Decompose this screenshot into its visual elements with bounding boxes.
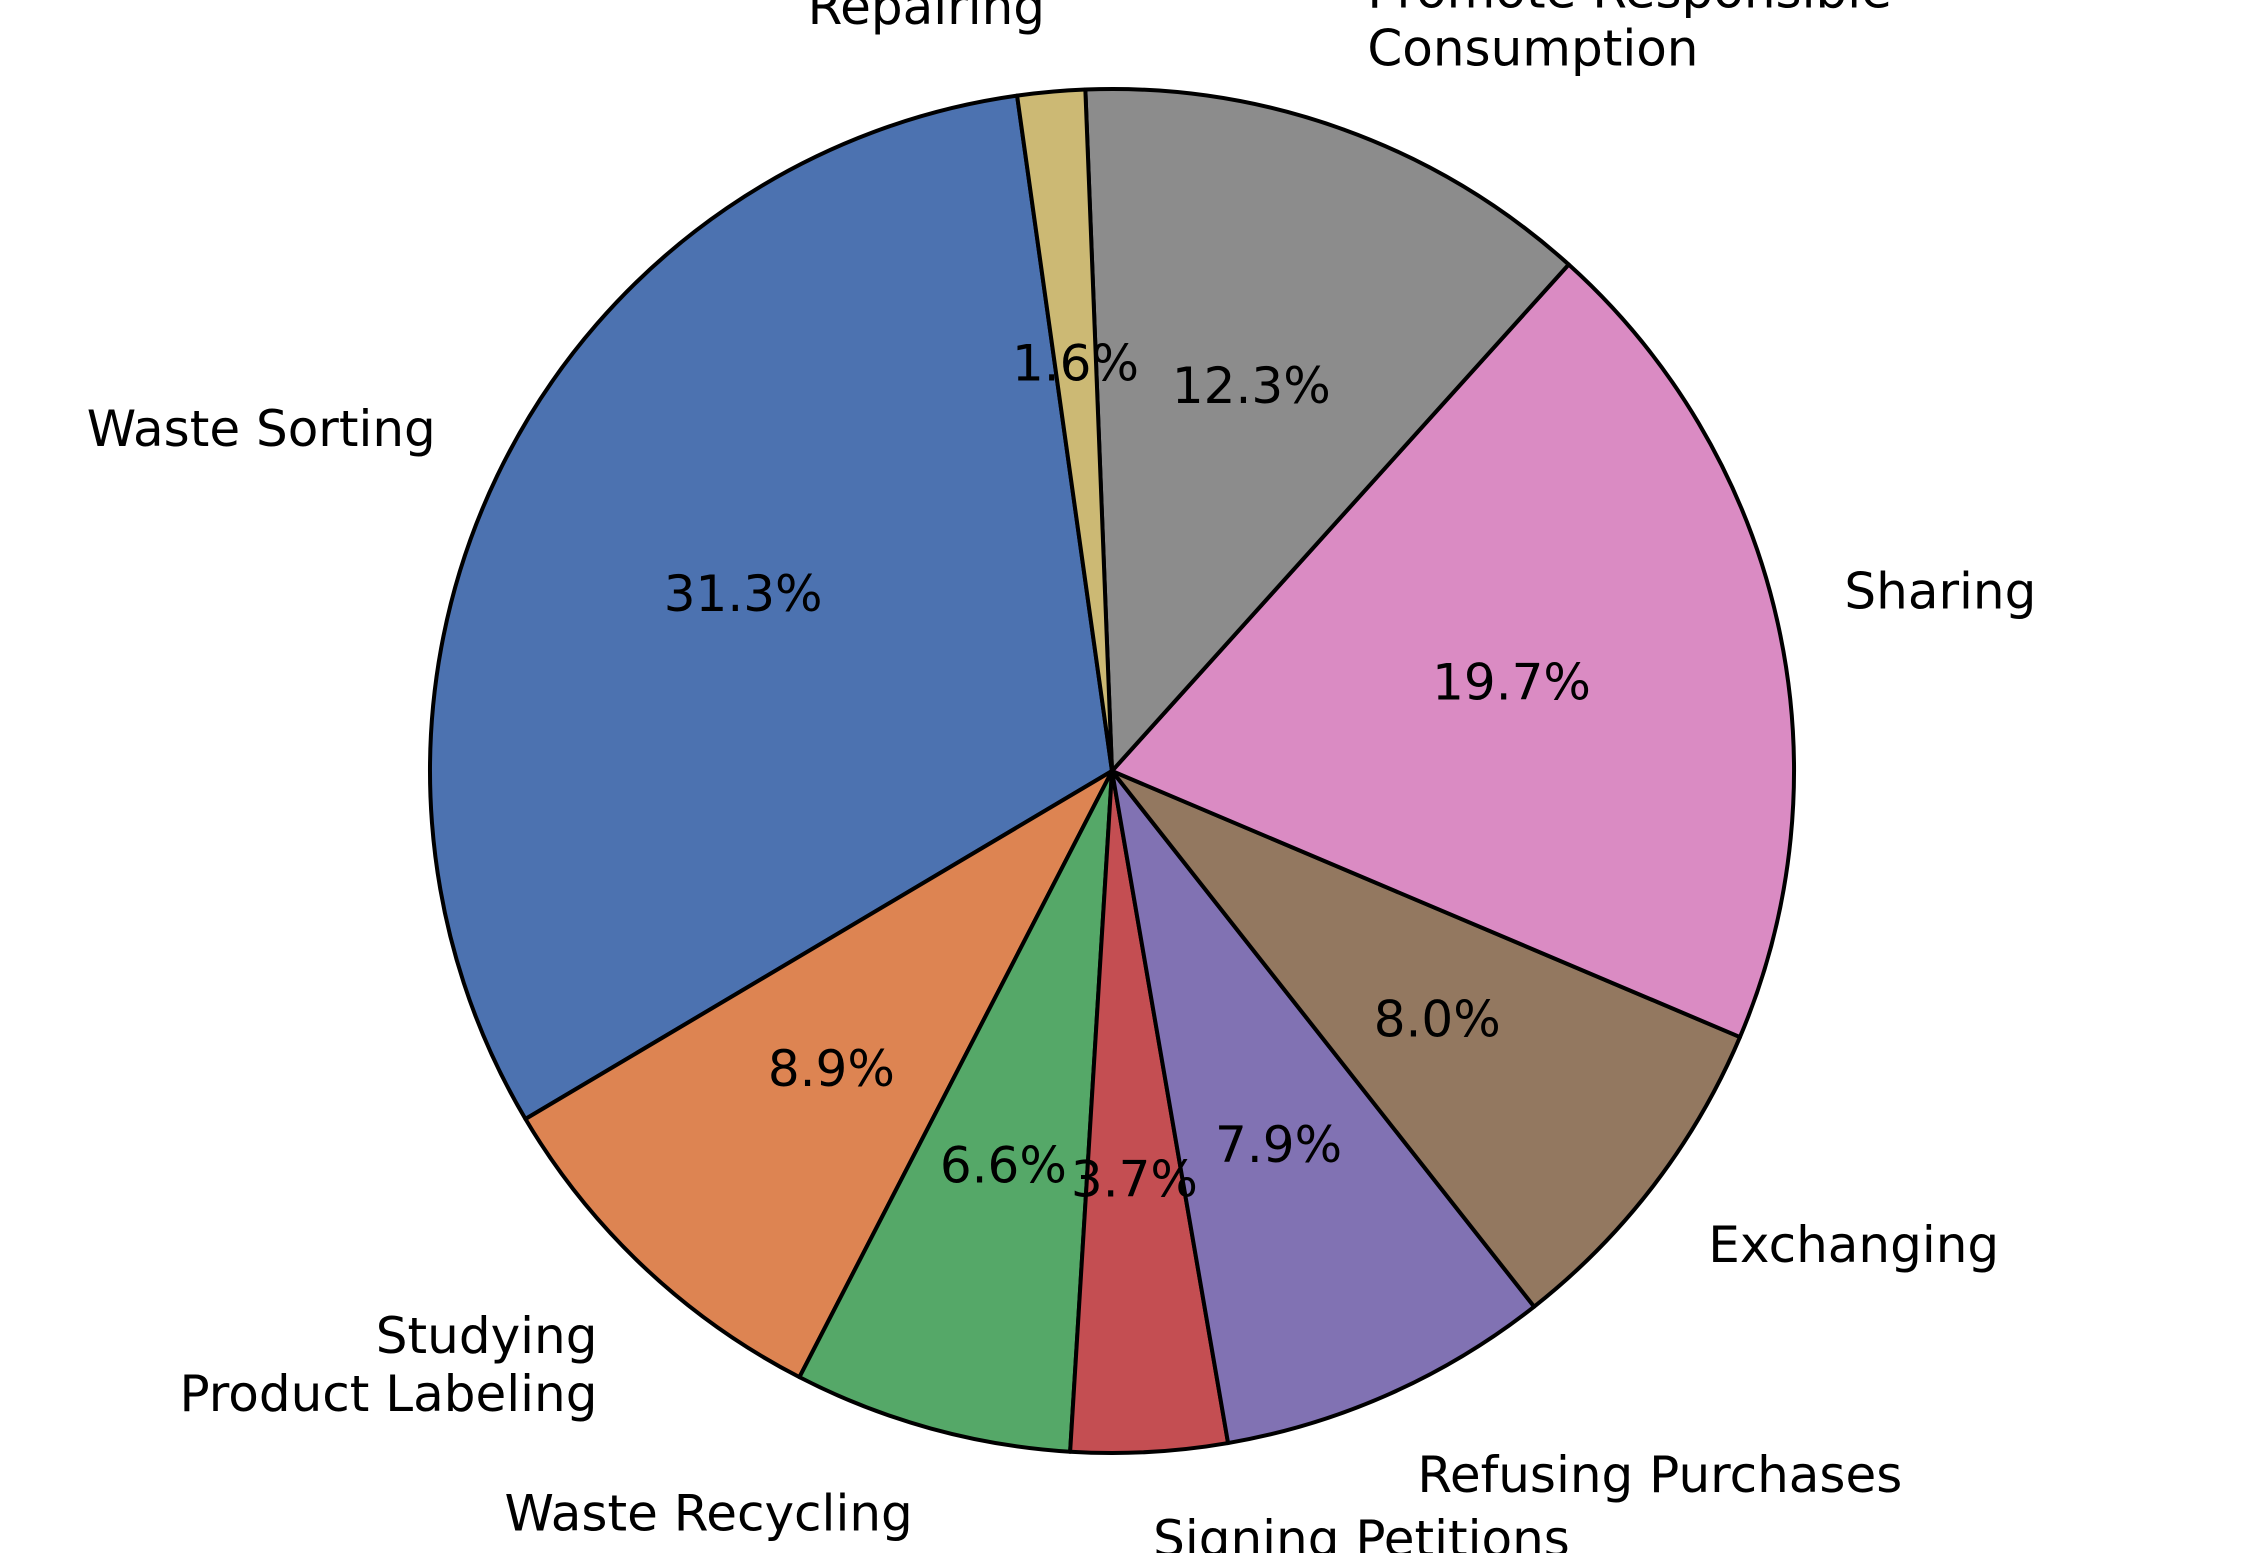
pie-slice-sharing xyxy=(1110,262,1796,1040)
percent-labels-layer: 31.3% 8.9% 6.6% 3.7% 7.9% 8.0% 19.7% 12.3% 1.6% xyxy=(664,334,1591,1208)
category-label-sharing: Sharing xyxy=(1844,563,2036,621)
category-label-signing-petitions: Signing Petitions xyxy=(1153,1510,1570,1553)
percent-label-exchanging: 8.0% xyxy=(1374,990,1501,1048)
category-label-line: Refusing Purchases xyxy=(1417,1446,1902,1504)
category-label-line: Waste Sorting xyxy=(87,400,436,458)
percent-label-refusing-purchases: 7.9% xyxy=(1215,1116,1342,1174)
category-labels-layer: Waste Sorting Studying Product Labeling Was… xyxy=(87,0,2037,1553)
pie-slice-refusing-purchases xyxy=(1110,769,1537,1446)
percent-label-waste-sorting: 31.3% xyxy=(664,565,823,623)
category-label-participating-in-actions-to-promote-responsible-consumption: Participating in Actions toPromote Respo… xyxy=(1367,0,2006,78)
percent-label-waste-recycling: 6.6% xyxy=(940,1137,1067,1195)
category-label-line: Promote Responsible xyxy=(1367,0,1892,20)
category-label-repairing: Repairing xyxy=(808,0,1045,36)
category-label-line: Product Labeling xyxy=(180,1365,598,1423)
pie-slice-studying-product-labeling xyxy=(523,769,1114,1380)
pie-slice-repairing xyxy=(1015,87,1114,773)
percent-label-sharing: 19.7% xyxy=(1432,653,1591,711)
percent-label-participating-in-actions-to-promote-responsible-consumption: 12.3% xyxy=(1172,357,1331,415)
category-label-waste-sorting: Waste Sorting xyxy=(87,400,436,458)
category-label-line: Studying xyxy=(376,1307,598,1365)
category-label-line: Waste Recycling xyxy=(505,1484,913,1542)
percent-label-repairing: 1.6% xyxy=(1012,334,1139,392)
pie-slice-participating-in-actions-to-promote-responsible-consumption xyxy=(1083,87,1571,773)
category-label-line: Consumption xyxy=(1367,20,1698,78)
category-label-studying-product-labeling: Studying Product Labeling xyxy=(180,1307,598,1423)
percent-label-studying-product-labeling: 8.9% xyxy=(768,1040,895,1098)
category-label-line: Signing Petitions xyxy=(1153,1510,1570,1553)
pie-slice-exchanging xyxy=(1110,769,1742,1309)
pie-slice-waste-recycling xyxy=(797,769,1114,1454)
slices-layer xyxy=(428,87,1796,1455)
category-label-line: Exchanging xyxy=(1708,1216,1999,1274)
category-label-refusing-purchases: Refusing Purchases xyxy=(1417,1446,1902,1504)
category-label-line: Repairing xyxy=(808,0,1045,36)
category-label-line: Sharing xyxy=(1844,563,2036,621)
percent-label-signing-petitions: 3.7% xyxy=(1071,1151,1198,1209)
pie-slice-waste-sorting xyxy=(428,93,1114,1121)
category-label-exchanging: Exchanging xyxy=(1708,1216,1999,1274)
category-label-waste-recycling: Waste Recycling xyxy=(505,1484,913,1542)
